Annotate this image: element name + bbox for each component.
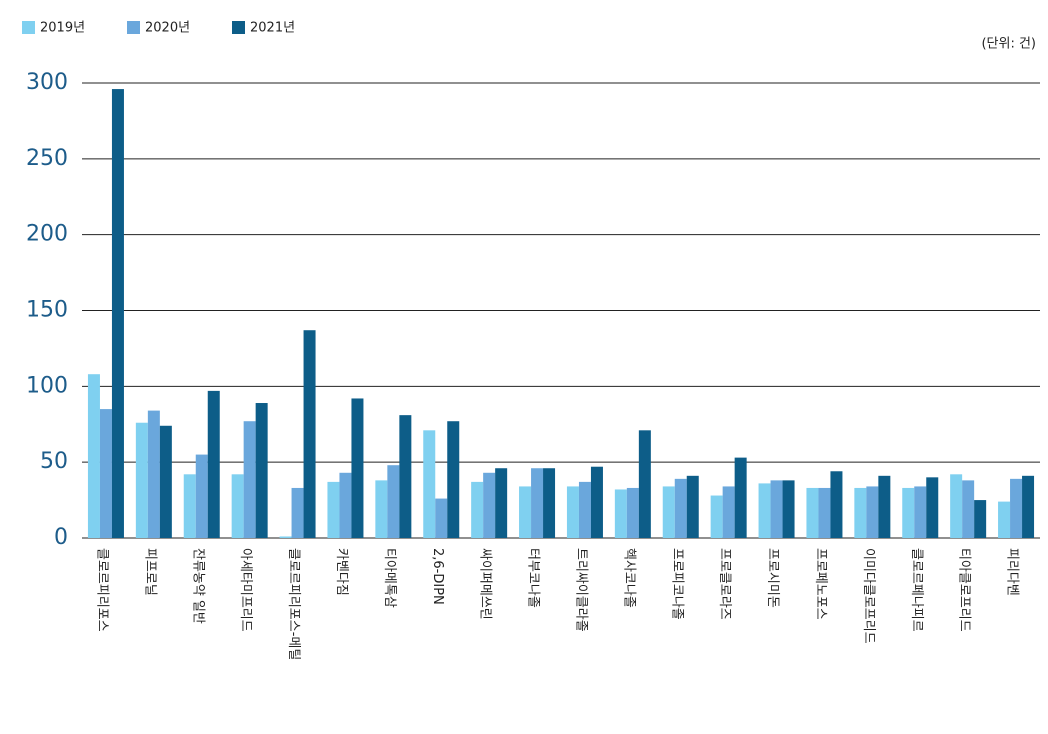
legend-label: 2021년 <box>250 21 295 36</box>
bar <box>471 481 484 538</box>
bar <box>710 495 723 538</box>
x-tick-label: 클로르피리포스-메틸 <box>286 548 301 660</box>
bar <box>303 330 316 538</box>
bar <box>87 374 100 538</box>
bar <box>387 465 400 538</box>
bar <box>914 486 927 538</box>
bar <box>231 474 244 538</box>
bar <box>1010 478 1023 538</box>
x-tick-label: 프로페노포스 <box>813 548 828 620</box>
bar <box>830 471 843 538</box>
bar <box>818 487 831 538</box>
bar <box>327 481 340 538</box>
bar <box>866 486 879 538</box>
unit-label: (단위: 건) <box>981 37 1036 52</box>
bar <box>243 421 256 538</box>
x-tick-label: 피프로닐 <box>142 548 157 596</box>
bar <box>531 468 544 538</box>
bar <box>806 487 819 538</box>
bar <box>626 487 639 538</box>
bar <box>638 430 651 538</box>
x-tick-label: 피리다벤 <box>1005 548 1020 596</box>
bar <box>662 486 675 538</box>
bar <box>375 480 388 538</box>
x-tick-label: 트리싸이클라졸 <box>573 548 588 632</box>
bar <box>734 457 747 538</box>
bar <box>495 468 508 538</box>
bar <box>339 472 352 538</box>
y-tick-label: 100 <box>26 373 68 398</box>
bar <box>614 489 627 538</box>
bar <box>854 487 867 538</box>
y-tick-label: 0 <box>54 525 68 550</box>
bar <box>207 390 220 538</box>
bar <box>566 486 579 538</box>
x-tick-label: 싸이퍼메쓰린 <box>478 548 493 620</box>
y-tick-label: 300 <box>26 70 68 95</box>
legend-label: 2020년 <box>145 21 190 36</box>
bar <box>674 478 687 538</box>
x-tick-label: 터부코나졸 <box>526 548 541 608</box>
x-tick-label: 잔류농약 일반 <box>190 548 205 624</box>
bar <box>962 480 975 538</box>
bar <box>195 454 208 538</box>
x-tick-label: 카벤다짐 <box>334 548 349 596</box>
bar <box>998 501 1011 538</box>
x-tick-label: 프로피코나졸 <box>669 548 684 620</box>
bar <box>878 475 891 538</box>
legend-swatch <box>232 21 245 34</box>
bar <box>519 486 532 538</box>
bar <box>950 474 963 538</box>
bar <box>722 486 735 538</box>
bar <box>255 403 268 538</box>
bar <box>770 480 783 538</box>
bar <box>902 487 915 538</box>
bar <box>543 468 556 538</box>
bar <box>758 483 771 538</box>
legend-swatch <box>22 21 35 34</box>
bar <box>279 536 292 538</box>
x-tick-label: 티아클로프리드 <box>957 548 972 632</box>
legend-swatch <box>127 21 140 34</box>
bar <box>423 430 436 538</box>
x-tick-label: 아세타미프리드 <box>238 548 253 632</box>
x-tick-label: 클로르페나피르 <box>909 548 924 632</box>
bar <box>291 487 304 538</box>
bar <box>578 481 591 538</box>
x-tick-label: 이미다클로프리드 <box>861 548 876 644</box>
x-tick-label: 헥사코나졸 <box>621 548 636 608</box>
y-tick-label: 200 <box>26 222 68 247</box>
bar <box>351 398 364 538</box>
bar <box>183 474 196 538</box>
x-tick-label: 프로시미돈 <box>765 548 780 608</box>
bar <box>399 415 412 538</box>
bar <box>590 466 603 538</box>
bar <box>99 409 112 538</box>
x-tick-label: 티아메톡삼 <box>382 548 397 608</box>
x-tick-label: 프로클로라즈 <box>717 548 732 620</box>
legend-label: 2019년 <box>40 21 85 36</box>
bar <box>926 477 939 538</box>
x-tick-label: 클로르피리포스 <box>94 548 109 632</box>
bar <box>435 498 448 538</box>
bar <box>686 475 699 538</box>
bar <box>1022 475 1035 538</box>
bar <box>483 472 496 538</box>
y-tick-label: 150 <box>26 298 68 323</box>
bar <box>111 89 124 539</box>
bar <box>974 500 987 538</box>
bar <box>782 480 795 538</box>
bar <box>147 410 160 538</box>
bar <box>447 421 460 538</box>
bar <box>135 422 148 538</box>
bar <box>159 425 172 538</box>
y-tick-label: 50 <box>40 449 68 474</box>
y-tick-label: 250 <box>26 146 68 171</box>
x-tick-label: 2,6-DIPN <box>430 548 445 605</box>
